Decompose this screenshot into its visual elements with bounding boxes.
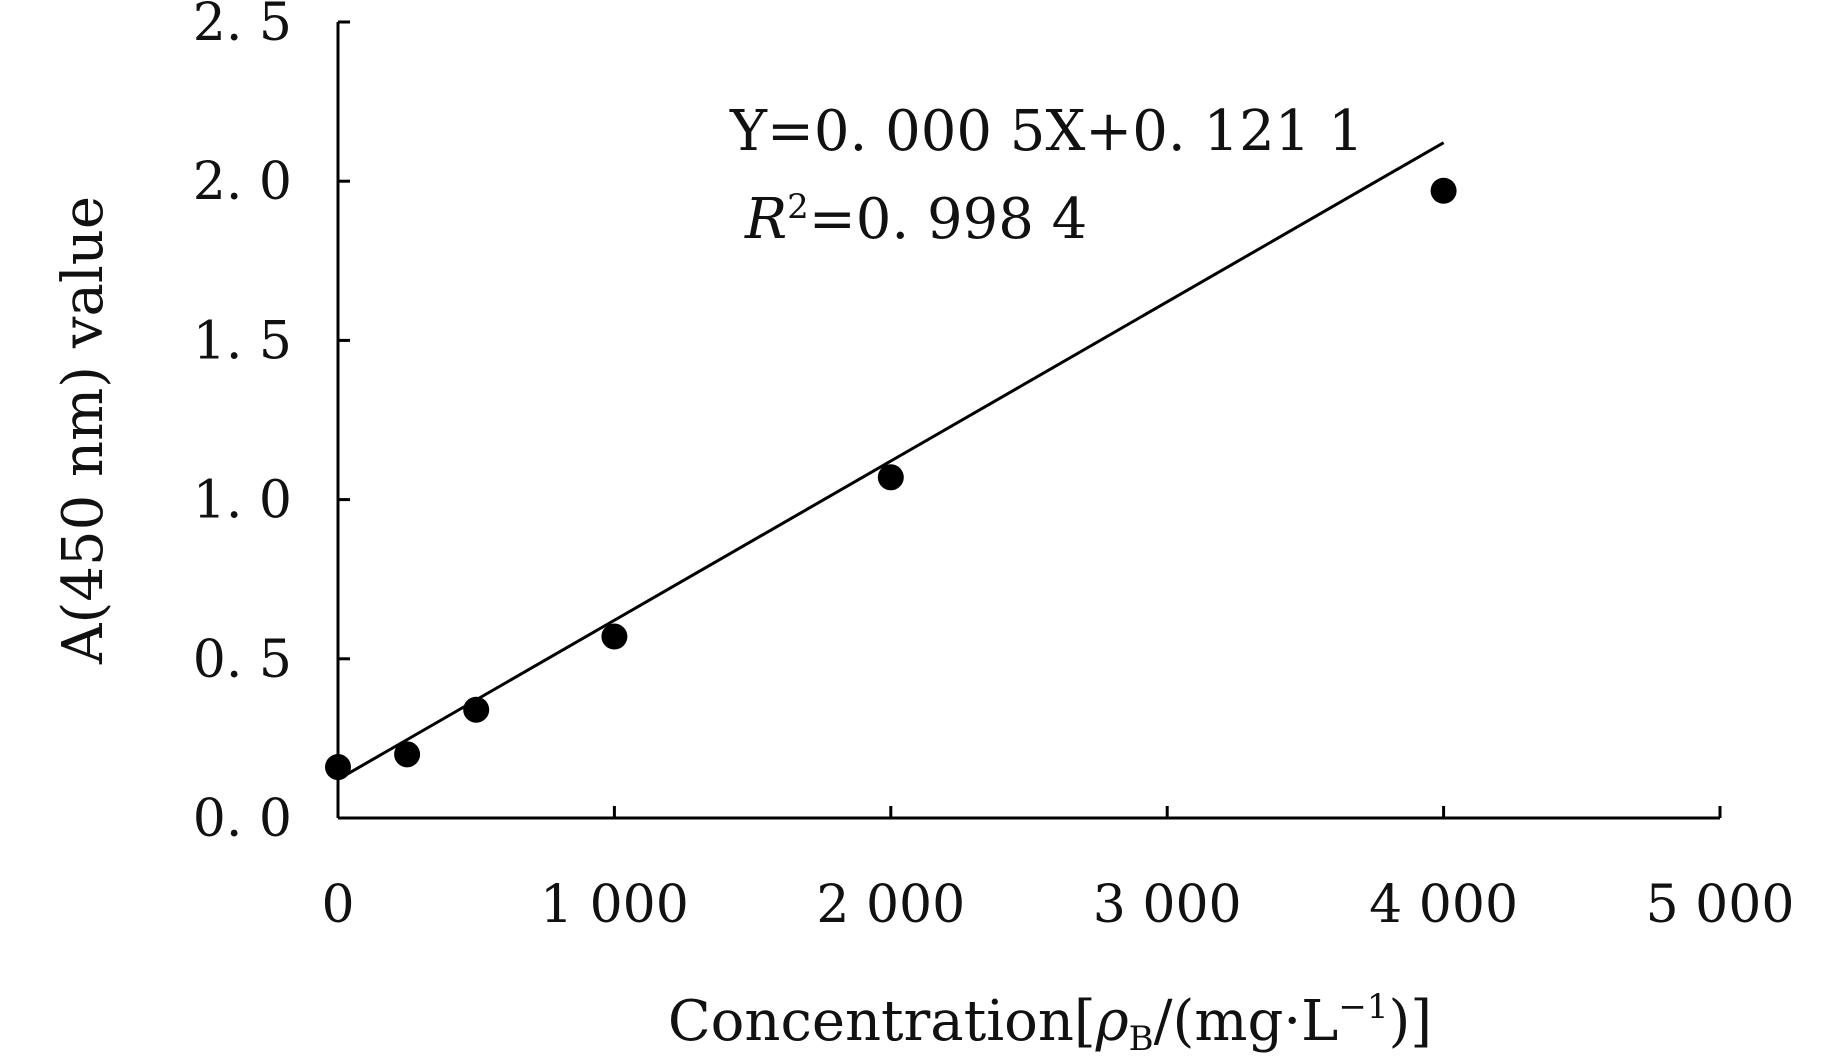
x-axis-label-text: Concentration	[668, 989, 1074, 1054]
r-squared-annotation: R2=0. 998 4	[744, 187, 1087, 252]
data-point	[601, 623, 628, 650]
regression-equation: Y=0. 000 5X+0. 121 1	[729, 99, 1364, 164]
data-point	[325, 754, 351, 781]
x-axis-title: Concentration[ρB/(mg·L−1)]	[668, 987, 1432, 1059]
y-tick-label: 1. 5	[193, 311, 292, 371]
r-squared-value: =0. 998 4	[809, 187, 1087, 252]
y-tick-label: 2. 5	[193, 0, 292, 53]
r-squared-exponent: 2	[787, 187, 809, 227]
x-tick-label: 4 000	[1369, 875, 1518, 935]
x-axis-unit-open: [	[1074, 989, 1096, 1054]
y-ticks: 0. 0 0. 5 1. 0 1. 5 2. 0 2. 5	[193, 0, 350, 849]
data-point	[394, 741, 421, 768]
x-tick-label: 1 000	[540, 875, 689, 935]
y-tick-label: 2. 0	[193, 152, 292, 212]
x-axis-unit-close: )]	[1388, 989, 1432, 1054]
x-axis-unit-exponent: −1	[1338, 987, 1388, 1027]
x-tick-label: 3 000	[1093, 875, 1242, 935]
trendline-group	[337, 141, 1445, 781]
x-tick-label: 2 000	[816, 875, 965, 935]
r-squared-symbol: R	[744, 187, 787, 252]
trendline	[337, 141, 1445, 781]
data-point	[463, 696, 490, 723]
data-point	[877, 464, 904, 491]
x-tick-label: 5 000	[1646, 875, 1795, 935]
y-tick-label: 0. 5	[193, 630, 292, 690]
data-point	[1430, 177, 1457, 204]
x-axis-unit-subscript: B	[1129, 1019, 1154, 1059]
y-axis-title: A(450 nm) value	[51, 196, 116, 665]
y-tick-label: 1. 0	[193, 471, 292, 531]
x-axis-unit-rho: ρ	[1095, 989, 1129, 1054]
data-points	[325, 177, 1457, 781]
x-axis-unit-mid: /(mg·L	[1154, 989, 1339, 1054]
x-ticks: 0 1 000 2 000 3 000 4 000 5 000	[321, 806, 1794, 935]
x-tick-label: 0	[321, 875, 354, 935]
y-tick-label: 0. 0	[193, 789, 292, 849]
